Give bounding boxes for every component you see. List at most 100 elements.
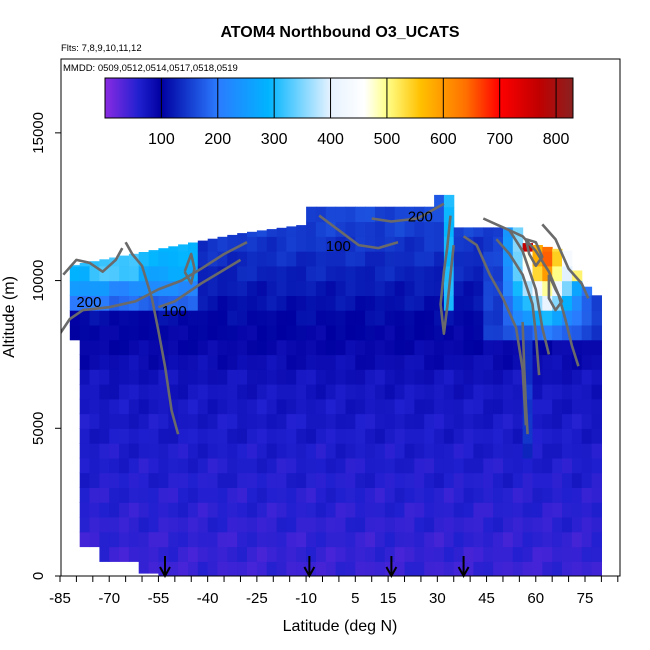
heatmap-cell [256,561,268,576]
heatmap-cell [178,472,189,488]
heatmap-cell [365,324,376,341]
heatmap-cell [138,324,150,341]
heatmap-cell [188,295,199,311]
heatmap-cell [562,502,573,518]
heatmap-cell [355,221,366,237]
heatmap-cell [158,398,169,415]
heatmap-cell [266,457,278,474]
heatmap-cell [158,428,169,444]
heatmap-cell [286,561,297,576]
heatmap-cell [345,310,356,326]
heatmap-cell [247,428,258,444]
heatmap-cell [99,384,110,400]
heatmap-cell [148,250,159,252]
heatmap-cell [266,546,278,562]
heatmap-cell [512,251,524,267]
heatmap-cell [453,354,465,370]
colorbar-tick-label: 800 [543,131,570,148]
heatmap-cell [463,472,474,488]
heatmap-cell [237,561,248,576]
heatmap-cell [266,561,278,576]
heatmap-cell [424,413,435,429]
heatmap-cell [109,428,120,444]
heatmap-cell [562,310,573,326]
heatmap-cell [128,487,140,503]
heatmap-cell [345,236,356,252]
heatmap-cell [148,472,159,488]
heatmap-cell [178,398,189,415]
heatmap-cell [178,561,189,576]
heatmap-cell [227,295,238,311]
heatmap-cell [473,443,484,459]
colorbar-tick-label: 200 [204,131,231,148]
heatmap-cell [375,295,386,311]
heatmap-cell [394,487,406,503]
heatmap-cell [227,384,238,400]
heatmap-cell [404,339,415,356]
heatmap-cell [473,457,484,474]
heatmap-cell [384,472,396,488]
heatmap-cell [197,354,209,370]
heatmap-cell [188,457,199,474]
heatmap-cell [217,310,228,326]
heatmap-cell [365,561,376,576]
heatmap-cell [79,516,91,533]
heatmap-cell [227,487,238,503]
heatmap-cell [522,457,533,474]
heatmap-cell [247,369,258,385]
heatmap-cell [188,398,199,415]
heatmap-cell [483,324,494,341]
heatmap-cell [493,398,504,415]
heatmap-cell [424,324,435,341]
heatmap-cell [335,339,346,356]
heatmap-cell [128,369,140,385]
heatmap-cell [207,457,219,474]
heatmap-cell [335,457,346,474]
heatmap-cell [237,233,248,237]
heatmap-cell [532,546,543,562]
contour-line [495,238,541,376]
heatmap-cell [217,324,228,341]
heatmap-cell [79,263,91,267]
heatmap-cell [365,339,376,356]
heatmap-cell [512,457,524,474]
heatmap-cell [365,280,376,296]
profile-markers [159,556,470,579]
heatmap-cell [591,443,602,459]
heatmap-cell [306,502,317,518]
heatmap-cell [168,472,179,488]
heatmap-cell [394,369,406,385]
heatmap-cell [256,502,268,518]
heatmap-cell [404,221,415,237]
heatmap-cell [414,487,425,503]
heatmap-cell [286,472,297,488]
heatmap-cell [79,531,91,548]
heatmap-cell [188,324,199,341]
heatmap-cell [99,280,110,296]
heatmap-cell [89,261,100,267]
heatmap-cell [463,280,474,296]
heatmap-cell [256,354,268,370]
heatmap-cell [69,310,81,326]
heatmap-cell [325,251,337,267]
heatmap-cell [375,265,386,282]
heatmap-cell [79,324,91,341]
heatmap-cell [424,502,435,518]
contour-line [439,215,455,335]
heatmap-cell [227,324,238,341]
heatmap-cell [365,369,376,385]
heatmap-cell [542,443,553,459]
heatmap-cell [355,236,366,252]
heatmap-cell [375,443,386,459]
heatmap-cell [286,502,297,518]
heatmap-cell [178,384,189,400]
y-tick-label: 5000 [30,412,47,445]
heatmap-cell [522,472,533,488]
heatmap-cell [266,502,278,518]
heatmap-cell [522,369,533,385]
heatmap-cell [463,413,474,429]
heatmap-cell [325,369,337,385]
heatmap-cell [443,457,455,474]
heatmap-cell [493,457,504,474]
heatmap-cell [522,339,533,356]
